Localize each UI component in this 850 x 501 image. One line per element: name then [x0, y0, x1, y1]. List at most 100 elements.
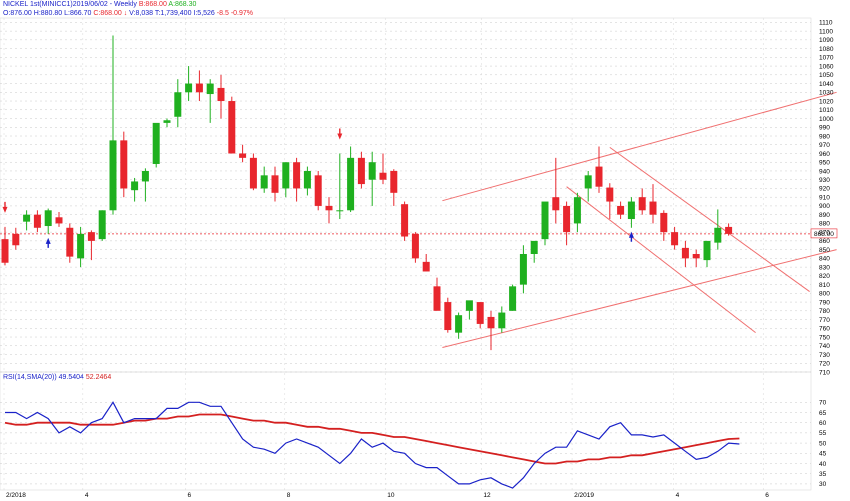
- bid-label: B:868.00: [138, 1, 167, 8]
- candle-body: [671, 232, 679, 246]
- price-tick-label: 1050: [819, 72, 834, 79]
- price-tick-label: 750: [819, 334, 830, 341]
- price-tick-label: 1100: [819, 28, 833, 35]
- price-tick-label: 770: [819, 317, 830, 324]
- price-tick-label: 720: [819, 361, 830, 368]
- price-tick-label: 1070: [819, 55, 834, 62]
- candle-body: [444, 302, 452, 331]
- candle-body: [649, 201, 657, 215]
- x-tick-label: 6: [187, 492, 191, 499]
- signal-down-arrow: [2, 201, 8, 213]
- x-tick-label: 8: [287, 492, 291, 499]
- volume-value: V:8,038: [129, 10, 154, 17]
- x-tick-label: 4: [85, 492, 89, 499]
- candle-body: [195, 83, 203, 93]
- candle-body: [239, 153, 247, 158]
- turnover-value: T:1,739,400: [154, 10, 192, 17]
- candle-body: [519, 254, 527, 285]
- price-tick-label: 860: [819, 238, 830, 245]
- rsi-line: [5, 401, 740, 489]
- candle-body: [66, 227, 74, 257]
- price-tick-label: 950: [819, 160, 830, 167]
- signal-up-arrow: [628, 231, 634, 242]
- candle-body: [433, 286, 441, 311]
- candle-body: [422, 261, 430, 272]
- price-tick-label: 960: [819, 151, 830, 158]
- price-tick-label: 930: [819, 177, 830, 184]
- candle-body: [606, 187, 614, 202]
- candle-body: [681, 247, 689, 259]
- candle-body: [703, 240, 711, 261]
- price-tick-label: 1020: [819, 98, 834, 105]
- rsi-value: 49.5404: [58, 374, 84, 381]
- signal-up-arrow: [45, 237, 51, 248]
- rsi-tick-label: 40: [819, 461, 827, 468]
- candle-body: [141, 170, 149, 182]
- rsi-header: RSI(14,SMA(20)) 49.5404 52.2464: [3, 374, 111, 381]
- price-tick-label: 900: [819, 203, 830, 210]
- candle-body: [595, 166, 603, 187]
- x-tick-label: 6: [765, 492, 769, 499]
- candle-body: [660, 212, 668, 233]
- candle-body: [77, 233, 85, 259]
- candle-body: [357, 157, 365, 185]
- price-tick-label: 800: [819, 291, 830, 298]
- rsi-sma-value: 52.2464: [85, 374, 112, 381]
- candle-body: [379, 172, 387, 180]
- price-tick-label: 1040: [819, 81, 834, 88]
- trendline: [442, 249, 837, 349]
- x-tick-label: 2/2019: [574, 492, 594, 499]
- change-abs-value: -8.5: [216, 10, 229, 17]
- candle-body: [33, 214, 41, 228]
- price-tick-label: 740: [819, 343, 830, 350]
- candle-body: [217, 87, 225, 102]
- price-tick-label: 780: [819, 308, 830, 315]
- candle-body: [541, 201, 549, 240]
- signal-down-arrow: [337, 128, 343, 140]
- candle-body: [336, 210, 344, 212]
- price-tick-label: 1060: [819, 63, 834, 70]
- low-value: L:866.70: [64, 10, 92, 17]
- price-tick-label: 980: [819, 133, 830, 140]
- candle-body: [23, 214, 31, 222]
- candle-body: [131, 181, 139, 191]
- price-tick-label: 1080: [819, 46, 834, 53]
- price-tick-label: 1000: [819, 116, 834, 123]
- last-price-label: 868.00: [814, 231, 834, 238]
- change-value: I:5,526: [193, 10, 215, 17]
- price-tick-label: 850: [819, 247, 830, 254]
- rsi-tick-label: 30: [819, 481, 827, 488]
- symbol-label: NICKEL 1st(MINICC1)2019/06/02: [3, 1, 108, 8]
- candle-body: [303, 170, 311, 189]
- candle-body: [390, 170, 398, 193]
- rsi-tick-label: 45: [819, 451, 827, 458]
- trendline: [566, 186, 756, 334]
- open-value: O:876.00: [3, 10, 32, 17]
- price-tick-label: 710: [819, 369, 830, 376]
- candle-body: [530, 240, 538, 254]
- chart-header-line-1: NICKEL 1st(MINICC1)2019/06/02 - Weekly B…: [3, 1, 196, 8]
- price-tick-label: 870: [819, 229, 830, 236]
- rsi-tick-label: 60: [819, 420, 827, 427]
- candle-body: [1, 239, 9, 263]
- candle-body: [347, 157, 355, 211]
- trendline: [442, 91, 837, 202]
- candle-body: [120, 140, 128, 189]
- rsi-label: RSI(14,SMA(20)): [3, 374, 57, 381]
- candle-body: [563, 205, 571, 233]
- candle-body: [498, 312, 506, 329]
- price-tick-label: 840: [819, 256, 830, 263]
- price-tick-label: 730: [819, 352, 830, 359]
- candle-body: [314, 175, 322, 206]
- x-tick-label: 10: [387, 492, 395, 499]
- rsi-sma-line: [4, 413, 740, 465]
- trendline: [609, 146, 810, 292]
- rsi-tick-label: 50: [819, 440, 827, 447]
- candle-body: [627, 201, 635, 220]
- x-tick-label: 12: [483, 492, 491, 499]
- price-tick-label: 970: [819, 142, 830, 149]
- candle-body: [465, 300, 473, 311]
- candle-body: [260, 175, 268, 189]
- main-pane-border: [0, 17, 812, 373]
